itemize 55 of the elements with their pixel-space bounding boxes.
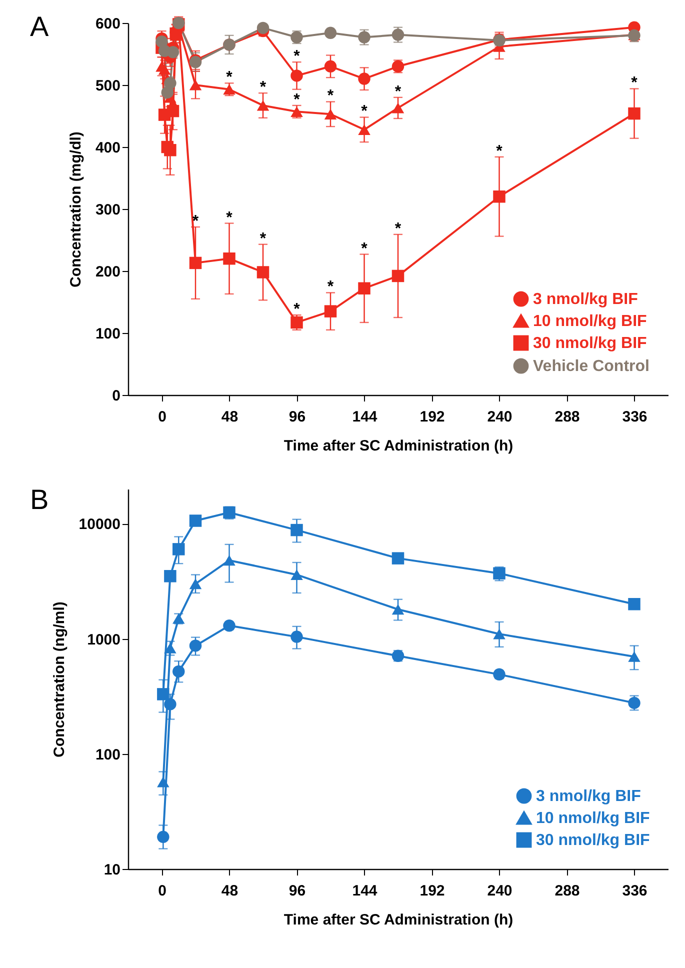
x-tick-label: 48 bbox=[221, 408, 238, 426]
x-axis-title: Time after SC Administration (h) bbox=[284, 912, 514, 928]
y-tick-label: 10 bbox=[104, 862, 120, 878]
y-tick-label: 500 bbox=[95, 78, 120, 94]
annotation: * bbox=[294, 48, 301, 66]
x-tick-label: 192 bbox=[420, 408, 445, 426]
annotation: * bbox=[260, 230, 267, 248]
y-tick-label: 0 bbox=[112, 388, 120, 404]
annotation: * bbox=[394, 220, 402, 238]
annotation: * bbox=[394, 83, 402, 100]
x-tick-label: 192 bbox=[420, 882, 445, 900]
x-tick-label: 0 bbox=[158, 882, 166, 900]
x-tick-label: 144 bbox=[352, 882, 378, 900]
y-axis-title: Concentration (ng/ml) bbox=[50, 602, 68, 758]
y-axis-title: Concentration (mg/dl) bbox=[67, 132, 84, 288]
legend-label: 10 nmol/kg BIF bbox=[533, 313, 648, 330]
x-tick-label: 96 bbox=[288, 408, 306, 426]
x-tick-label: 288 bbox=[554, 408, 580, 426]
y-tick-label: 600 bbox=[95, 16, 120, 32]
legend-label: 10 nmol/kg BIF bbox=[536, 810, 650, 827]
x-tick-label: 240 bbox=[487, 408, 512, 426]
annotation: * bbox=[327, 88, 334, 105]
y-tick-label: 100 bbox=[95, 746, 120, 764]
annotation: * bbox=[294, 91, 301, 108]
annotation: * bbox=[496, 142, 504, 160]
x-tick-label: 240 bbox=[487, 882, 512, 900]
annotation: * bbox=[260, 79, 267, 96]
x-tick-label: 96 bbox=[288, 882, 306, 900]
annotation: * bbox=[226, 209, 234, 226]
annotation: * bbox=[631, 74, 638, 92]
legend-label: 3 nmol/kg BIF bbox=[536, 788, 642, 805]
x-tick-label: 288 bbox=[554, 882, 580, 900]
annotation: * bbox=[226, 69, 234, 86]
x-tick-label: 48 bbox=[221, 882, 238, 900]
y-tick-label: 10000 bbox=[78, 516, 120, 534]
y-tick-label: 100 bbox=[95, 326, 120, 342]
y-tick-label: 400 bbox=[95, 140, 120, 156]
legend-label: 30 nmol/kg BIF bbox=[536, 832, 650, 849]
x-tick-label: 144 bbox=[352, 408, 378, 426]
chart-title: A bbox=[30, 11, 49, 42]
chart-title: B bbox=[30, 484, 49, 515]
x-tick-label: 336 bbox=[622, 882, 648, 900]
annotation: * bbox=[294, 301, 301, 318]
legend-label: Vehicle Control bbox=[533, 358, 650, 375]
annotation: * bbox=[361, 240, 368, 258]
legend-label: 30 nmol/kg BIF bbox=[533, 335, 648, 352]
y-tick-label: 300 bbox=[95, 202, 120, 218]
x-axis-title: Time after SC Administration (h) bbox=[284, 438, 514, 454]
y-tick-label: 1000 bbox=[87, 631, 120, 648]
annotation: * bbox=[327, 278, 334, 296]
y-tick-label: 200 bbox=[95, 264, 120, 280]
x-tick-label: 336 bbox=[622, 408, 648, 426]
annotation: * bbox=[361, 103, 368, 120]
legend-label: 3 nmol/kg BIF bbox=[533, 291, 638, 308]
x-tick-label: 0 bbox=[158, 408, 166, 426]
